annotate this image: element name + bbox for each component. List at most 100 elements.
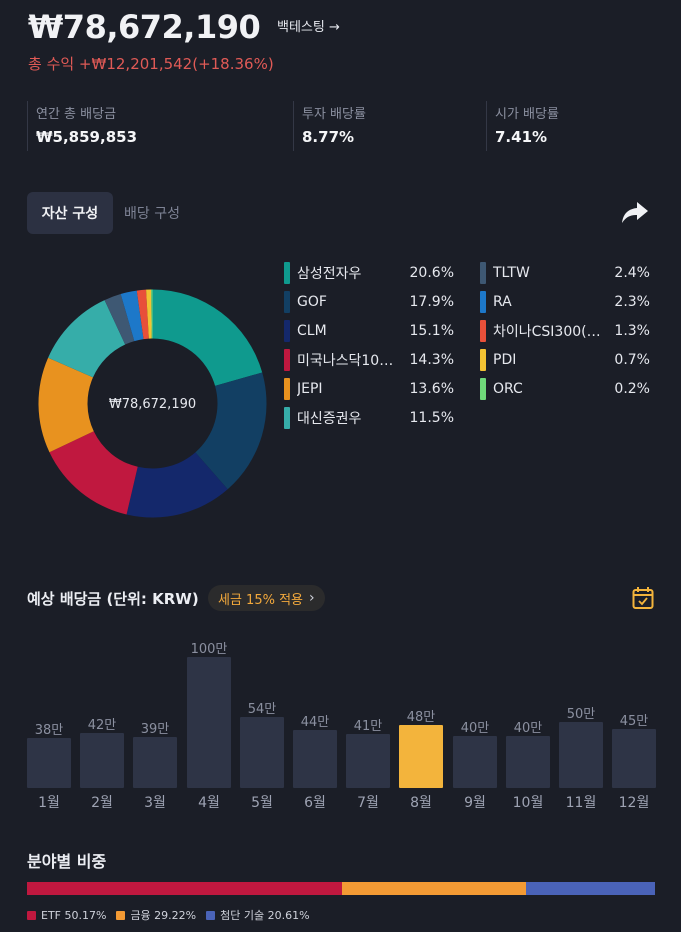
legend-swatch [284,291,290,313]
legend-swatch [284,349,290,371]
bar-value-label: 42만 [87,718,117,733]
tab-dividend-composition[interactable]: 배당 구성 [124,206,180,222]
legend-item[interactable]: 삼성전자우 20.6% [284,262,454,284]
sector-label: 첨단 기술 20.61% [220,909,310,922]
month-label: 7월 [357,795,379,811]
legend-swatch [284,320,290,342]
stat-label: 연간 총 배당금 [36,107,117,122]
legend-name: PDI [493,352,517,368]
legend-item[interactable]: RA 2.3% [480,291,650,313]
legend-percent: 15.1% [409,323,454,339]
month-bar[interactable]: 54만 5월 [240,620,284,820]
donut-slice-4[interactable] [38,357,94,453]
month-label: 12월 [618,795,650,811]
month-label: 6월 [304,795,326,811]
legend-name: RA [493,294,512,310]
month-bar[interactable]: 100만 4월 [187,620,231,820]
legend-item[interactable]: CLM 15.1% [284,320,454,342]
month-bar[interactable]: 41만 7월 [346,620,390,820]
donut-slice-8[interactable] [136,289,149,340]
legend-swatch [480,320,486,342]
month-bar[interactable]: 39만 3월 [133,620,177,820]
bar [187,657,231,788]
sector-legend-item: 금융 29.22% [116,907,196,923]
sector-stacked-bar [27,882,655,895]
bar [240,717,284,788]
donut-slice-2[interactable] [126,452,228,518]
legend-item[interactable]: 미국나스닥10… 14.3% [284,349,454,371]
month-bar[interactable]: 38만 1월 [27,620,71,820]
bar-value-label: 38만 [34,723,64,738]
donut-slice-5[interactable] [48,300,126,378]
month-bar[interactable]: 45만 12월 [612,620,656,820]
calendar-button[interactable] [632,586,654,610]
legend-percent: 1.3% [614,323,650,339]
legend-item[interactable]: PDI 0.7% [480,349,650,371]
bar [133,737,177,788]
month-label: 4월 [198,795,220,811]
month-label: 10월 [512,795,544,811]
donut-slice-7[interactable] [120,290,144,342]
bar [293,730,337,788]
legend-percent: 2.3% [614,294,650,310]
legend-name: 대신증권우 [297,411,362,427]
stat-annual-dividend: 연간 총 배당금 ₩5,859,853 [27,101,292,151]
donut-slice-9[interactable] [146,289,152,339]
sector-label: 금융 29.22% [130,909,197,922]
legend-name: CLM [297,323,327,339]
legend-item[interactable]: GOF 17.9% [284,291,454,313]
asset-donut-chart: ₩78,672,190 [38,289,267,518]
sector-legend-item: ETF 50.17% [27,907,106,923]
legend-swatch [284,262,290,284]
sector-segment [525,882,655,895]
month-bar[interactable]: 40만 10월 [506,620,550,820]
legend-item[interactable]: TLTW 2.4% [480,262,650,284]
legend-percent: 0.7% [614,352,650,368]
legend-percent: 20.6% [409,265,454,281]
share-button[interactable] [619,198,651,228]
legend-swatch [284,407,290,429]
donut-slice-1[interactable] [195,372,267,490]
bar-value-label: 40만 [460,721,490,736]
legend-percent: 2.4% [614,265,650,281]
calendar-icon [632,587,654,609]
donut-slice-3[interactable] [49,431,138,515]
month-bar[interactable]: 50만 11월 [559,620,603,820]
legend-swatch [480,349,486,371]
sector-swatch [206,910,216,920]
sector-segment [27,882,343,895]
month-bar[interactable]: 48만 8월 [399,620,443,820]
bar-value-label: 40만 [513,721,543,736]
stat-market-yield: 시가 배당률 7.41% [486,101,655,151]
backtest-link[interactable]: 백테스팅 → [277,20,340,35]
month-label: 1월 [38,795,60,811]
month-bar[interactable]: 44만 6월 [293,620,337,820]
legend-percent: 14.3% [409,352,454,368]
bar-value-label: 100만 [190,642,228,657]
bar-value-label: 50만 [566,707,596,722]
legend-swatch [284,378,290,400]
chevron-right-icon: › [309,590,315,606]
sector-label: ETF 50.17% [41,908,107,922]
legend-item[interactable]: 차이나CSI300(… 1.3% [480,320,650,342]
tab-asset-composition[interactable]: 자산 구성 [27,192,113,234]
bar-value-label: 45만 [619,714,649,729]
stat-value: 8.77% [302,128,355,146]
donut-slice-6[interactable] [104,294,135,345]
stats-row: 연간 총 배당금 ₩5,859,853 투자 배당률 8.77% 시가 배당률 … [27,101,655,151]
legend-item[interactable]: JEPI 13.6% [284,378,454,400]
donut-slice-0[interactable] [152,289,263,386]
month-bar[interactable]: 40만 9월 [453,620,497,820]
legend-name: 미국나스닥10… [297,353,394,369]
tax-label: 세금 15% 적용 [218,592,303,608]
month-bar[interactable]: 42만 2월 [80,620,124,820]
tax-toggle-button[interactable]: 세금 15% 적용 › [208,585,325,611]
stat-value: ₩5,859,853 [36,128,138,146]
donut-slice-10[interactable] [151,289,153,339]
bar [27,738,71,788]
legend-item[interactable]: ORC 0.2% [480,378,650,400]
legend-swatch [480,262,486,284]
legend-item[interactable]: 대신증권우 11.5% [284,407,454,429]
bar [612,729,656,788]
